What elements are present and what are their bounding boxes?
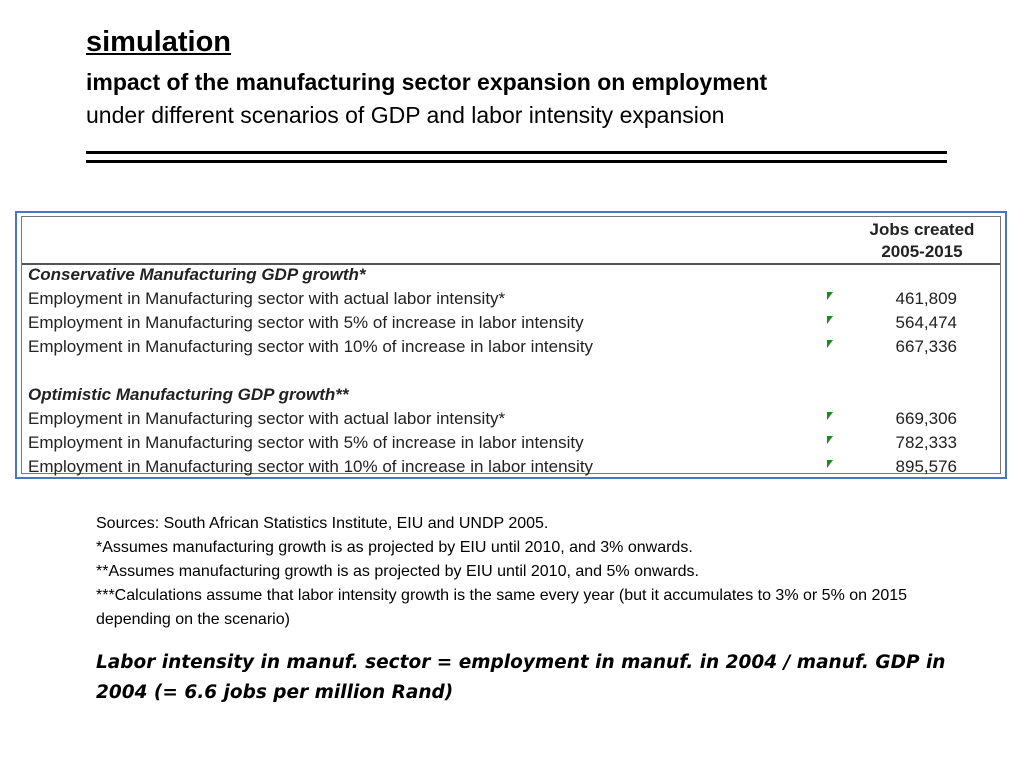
section-title-conservative: Conservative Manufacturing GDP growth* <box>28 265 366 284</box>
column-header-line-2: 2005-2015 <box>881 242 963 261</box>
slide-subtitle: impact of the manufacturing sector expan… <box>86 69 768 95</box>
green-flag-icon <box>827 436 833 444</box>
table-row: Employment in Manufacturing sector with … <box>28 289 506 308</box>
green-flag-icon <box>827 316 833 324</box>
column-header-line-1: Jobs created <box>869 220 975 239</box>
table-row: Employment in Manufacturing sector with … <box>28 433 584 452</box>
jobs-value: 895,576 <box>895 457 957 476</box>
green-flag-icon <box>827 460 833 468</box>
section-title-optimistic: Optimistic Manufacturing GDP growth** <box>28 385 349 404</box>
labor-intensity-definition: Labor intensity in manuf. sector = emplo… <box>96 652 946 703</box>
slide-subtitle-secondary: under different scenarios of GDP and lab… <box>86 102 725 128</box>
footnote-sources: Sources: South African Statistics Instit… <box>96 515 549 532</box>
results-table: Jobs created 2005-2015 Conservative Manu… <box>15 211 1007 479</box>
title-divider-top <box>86 151 947 154</box>
jobs-value: 669,306 <box>895 409 957 428</box>
header-divider <box>22 263 1000 265</box>
jobs-value: 564,474 <box>895 313 957 332</box>
green-flag-icon <box>827 412 833 420</box>
table-row: Employment in Manufacturing sector with … <box>28 337 594 356</box>
table-row: Employment in Manufacturing sector with … <box>28 313 584 332</box>
jobs-value: 782,333 <box>895 433 957 452</box>
slide-title: simulation <box>86 26 232 58</box>
table-row: Employment in Manufacturing sector with … <box>28 409 506 428</box>
title-divider-bottom <box>86 160 947 163</box>
results-table-inner: Jobs created 2005-2015 Conservative Manu… <box>21 216 1001 476</box>
jobs-value: 667,336 <box>895 337 957 356</box>
green-flag-icon <box>827 340 833 348</box>
footnote-3: ***Calculations assume that labor intens… <box>96 587 908 628</box>
table-row: Employment in Manufacturing sector with … <box>28 457 594 476</box>
footnotes: Sources: South African Statistics Instit… <box>96 512 956 632</box>
footnote-1: *Assumes manufacturing growth is as proj… <box>96 539 693 556</box>
green-flag-icon <box>827 292 833 300</box>
jobs-value: 461,809 <box>895 289 957 308</box>
footnote-2: **Assumes manufacturing growth is as pro… <box>96 563 699 580</box>
column-header: Jobs created 2005-2015 <box>852 219 992 263</box>
